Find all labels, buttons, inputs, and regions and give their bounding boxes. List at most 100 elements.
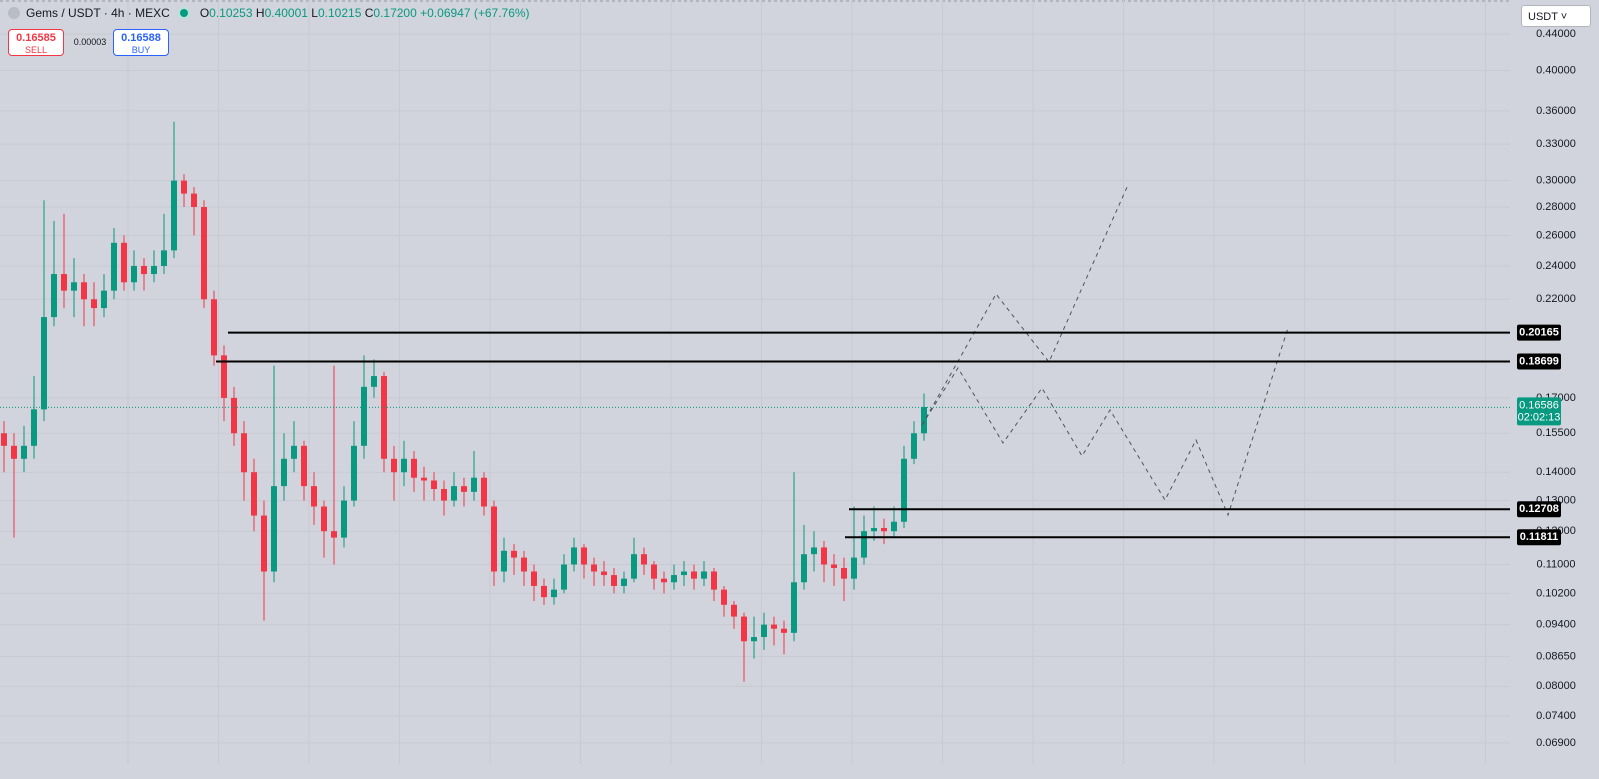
candle-body [651, 564, 657, 579]
candle-body [751, 637, 757, 642]
candle-body [431, 480, 437, 489]
status-dot [179, 9, 188, 17]
candle-body [281, 458, 287, 487]
currency: USDT [1528, 11, 1558, 23]
plot-background [0, 0, 1510, 779]
candle-body [291, 445, 297, 459]
projection-path [921, 327, 1289, 517]
candle-body [241, 433, 247, 473]
candle-body [871, 528, 877, 532]
candle-body [411, 458, 417, 478]
candle-body [631, 554, 637, 579]
ohlc-value: 0.17200 [373, 6, 417, 20]
change: +0.06947 (+67.76%) [420, 6, 530, 20]
symbol[interactable]: Gems / USDT · 4h · MEXC [26, 6, 170, 20]
level-label-bg [1517, 529, 1561, 546]
ohlc-value: 0.10215 [317, 6, 362, 20]
candle-body [621, 578, 627, 586]
candle-body [721, 589, 727, 605]
y-tick-label: 0.15500 [1536, 427, 1576, 439]
current-price-bg [1517, 397, 1561, 426]
candle-body [531, 571, 537, 586]
candle-body [421, 477, 427, 481]
candle-body [781, 628, 787, 633]
ohlc-label: L [311, 6, 318, 20]
candle-body [111, 242, 117, 291]
y-tick-label: 0.36000 [1536, 105, 1576, 117]
candle-body [141, 265, 147, 275]
candle-body [921, 407, 927, 434]
ohlc-label: C [364, 6, 374, 20]
candle-body [641, 554, 647, 565]
candle-body [691, 571, 697, 579]
candle-body [611, 575, 617, 586]
candle-body [581, 547, 587, 565]
candle-body [701, 571, 707, 579]
candle-body [771, 624, 777, 629]
candle-body [671, 575, 677, 583]
candle-body [11, 445, 17, 459]
candle-body [301, 445, 307, 487]
candles [1, 121, 927, 682]
candle-body [391, 458, 397, 473]
candle-body [321, 506, 327, 532]
ohlc-label: H [255, 6, 265, 20]
candle-body [881, 528, 887, 532]
candle-body [151, 265, 157, 275]
candle-body [191, 193, 197, 208]
candle-body [541, 585, 547, 598]
candle-body [461, 486, 467, 492]
candle-body [161, 250, 167, 266]
candle-body [61, 274, 67, 291]
candle-body [491, 506, 497, 572]
candle-body [681, 571, 687, 576]
spread: 0.00003 [73, 37, 107, 47]
candle-body [441, 488, 447, 501]
y-tick-label: 0.10200 [1536, 587, 1576, 599]
buy-button[interactable]: 0.16588 BUY [113, 29, 169, 56]
candle-body [121, 242, 127, 283]
y-tick-label: 0.07400 [1536, 710, 1576, 722]
candle-body [811, 547, 817, 555]
candle-body [861, 531, 867, 558]
candle-body [251, 472, 257, 516]
sell-button[interactable]: 0.16585 SELL [8, 29, 64, 56]
candle-body [271, 486, 277, 572]
candle-body [521, 557, 527, 572]
candle-body [351, 445, 357, 501]
currency-select[interactable]: USDT ˅ [1521, 5, 1591, 27]
y-tick-label: 0.40000 [1536, 64, 1576, 76]
candle-body [231, 397, 237, 434]
ohlc-value: 0.40001 [264, 6, 308, 20]
candle-body [181, 180, 187, 194]
candle-body [901, 458, 907, 522]
candle-body [401, 458, 407, 473]
candle-body [731, 604, 737, 617]
candle-body [451, 486, 457, 501]
candle-body [71, 282, 77, 291]
ohlc-label: O [199, 6, 210, 20]
candle-body [81, 282, 87, 300]
candle-body [51, 274, 57, 318]
candle-body [761, 624, 767, 638]
buy-price: 0.16588 [121, 32, 161, 44]
candle-body [841, 567, 847, 579]
y-tick-label: 0.08650 [1536, 650, 1576, 662]
level-label: 0.20165 [1519, 327, 1559, 339]
candle-body [21, 445, 27, 459]
candle-body [481, 477, 487, 507]
candle-body [131, 265, 137, 283]
candle-body [591, 564, 597, 572]
candle-body [371, 376, 377, 387]
y-tick-label: 0.14000 [1536, 466, 1576, 478]
candle-body [221, 355, 227, 398]
current-price-label: 0.16586 [1519, 399, 1559, 411]
candle-body [311, 486, 317, 507]
candle-body [741, 616, 747, 642]
price-axis [1510, 0, 1599, 779]
y-tick-label: 0.26000 [1536, 229, 1576, 241]
y-tick-label: 0.33000 [1536, 138, 1576, 150]
candle-body [201, 207, 207, 300]
